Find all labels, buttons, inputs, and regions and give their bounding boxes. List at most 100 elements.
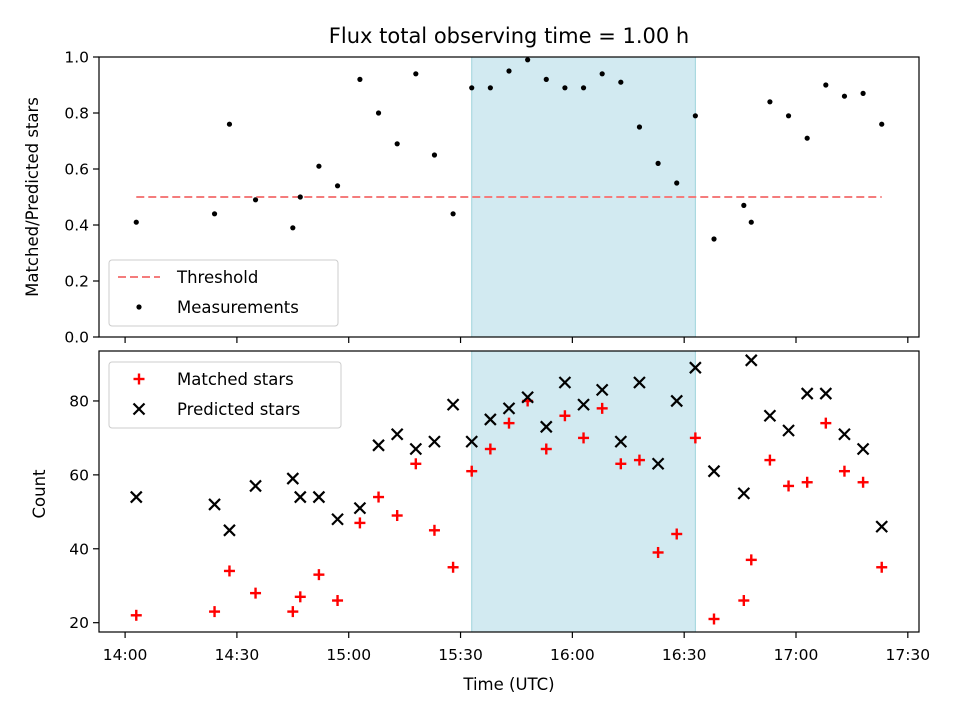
measurement-point [655, 160, 661, 166]
measurement-point [469, 85, 475, 91]
predicted-star-point [577, 398, 590, 411]
predicted-star-point [875, 520, 889, 533]
measurement-point [543, 76, 549, 82]
legend-threshold-label: Threshold [176, 268, 258, 287]
matched-star-point [708, 613, 720, 625]
matched-star-point [633, 454, 645, 466]
count-xtick-label: 15:00 [326, 646, 371, 664]
count-ytick-label: 60 [69, 466, 89, 484]
measurement-point [618, 79, 624, 85]
measurement-point [636, 124, 643, 130]
measurement-point [823, 82, 829, 88]
measurement-point [413, 71, 419, 77]
matched-star-point [354, 517, 366, 529]
predicted-star-point [838, 427, 851, 441]
predicted-star-point [737, 487, 751, 500]
matched-star-point [447, 561, 459, 573]
measurement-point [711, 236, 717, 242]
measurement-point [599, 71, 605, 77]
measurement-point [580, 85, 587, 91]
predicted-star-point [521, 390, 534, 404]
predicted-star-point [651, 457, 665, 471]
count-xtick-label: 16:00 [550, 646, 595, 664]
predicted-star-point [763, 409, 777, 423]
ratio-legend: Threshold Measurements [108, 259, 339, 327]
matched-star-point [313, 569, 325, 581]
measurement-point [316, 163, 322, 169]
count-panel: 20 40 60 80 14:00 14:30 15:00 15:30 16:00 16:30 17… [30, 350, 930, 694]
ratio-legend-box [108, 259, 339, 327]
matched-star-point [466, 465, 478, 477]
matched-star-point [876, 561, 888, 573]
measurement-point [860, 90, 866, 96]
measurement-point [674, 180, 680, 186]
predicted-star-point [293, 490, 307, 504]
measurement-point [748, 219, 754, 225]
predicted-star-point [372, 439, 385, 452]
measurement-point [487, 85, 493, 91]
measurement-point [450, 211, 456, 217]
count-xtick-label: 14:00 [103, 646, 148, 664]
predicted-star-point [249, 479, 262, 493]
matched-star-point [745, 554, 757, 566]
predicted-star-point [819, 387, 833, 400]
measurement-point [394, 141, 400, 147]
measurement-point [879, 121, 885, 127]
measurement-point [741, 202, 747, 208]
count-axis-xlabel: Time (UTC) [462, 675, 554, 694]
matched-star-point [484, 443, 496, 455]
count-xtick-label: 15:30 [438, 646, 483, 664]
legend-predicted-marker [132, 402, 146, 416]
matched-star-point [209, 606, 221, 618]
predicted-star-point [502, 402, 516, 415]
legend-matched-swatch [133, 373, 145, 385]
measurement-point [841, 93, 848, 99]
matched-star-point [596, 402, 608, 414]
matched-star-point [391, 510, 403, 522]
measurement-point [431, 152, 438, 158]
measurement-point [506, 68, 512, 74]
count-panel-frame [98, 350, 920, 633]
matched-star-point [559, 410, 571, 422]
predicted-star-point [409, 442, 423, 456]
ratio-panel-frame [98, 56, 920, 338]
predicted-star-point [331, 512, 344, 526]
predicted-star-point [633, 376, 646, 389]
count-legend: Matched stars Predicted stars [108, 361, 342, 429]
predicted-star-point [312, 490, 326, 504]
count-xtick-label: 16:30 [662, 646, 707, 664]
predicted-star-point [595, 383, 609, 397]
predicted-star-point [707, 464, 721, 478]
legend-matched-label: Matched stars [177, 370, 294, 389]
ratio-ytick-label: 0.0 [64, 329, 89, 347]
measurement-point [692, 113, 698, 119]
matched-star-point [615, 458, 627, 470]
count-axis-ylabel: Count [30, 469, 49, 519]
matched-star-point [503, 417, 515, 429]
legend-measurements-swatch [136, 304, 142, 310]
predicted-star-point [465, 435, 479, 448]
predicted-star-point [744, 354, 758, 367]
predicted-star-point [782, 424, 795, 437]
matched-star-point [820, 417, 832, 429]
predicted-star-point [558, 376, 572, 389]
legend-matched-marker [133, 373, 145, 385]
matched-star-point [332, 595, 344, 607]
predicted-star-point [484, 413, 497, 426]
matched-star-point [738, 595, 750, 607]
matched-star-point [783, 480, 795, 492]
predicted-star-point [856, 442, 870, 456]
measurement-point [226, 121, 233, 127]
predicted-star-point [446, 398, 460, 411]
predicted-star-point [286, 472, 300, 485]
predicted-star-point [223, 524, 236, 537]
count-xtick-label: 17:30 [885, 646, 930, 664]
count-xtick-label: 14:30 [215, 646, 260, 664]
matched-star-point [410, 458, 422, 470]
count-ytick-label: 20 [69, 614, 89, 632]
predicted-star-point [129, 490, 143, 504]
matched-star-point [294, 591, 306, 603]
matched-star-point [540, 443, 552, 455]
ratio-axis-ylabel: Matched/Predicted stars [23, 97, 42, 297]
ratio-ytick-label: 0.2 [64, 273, 89, 291]
